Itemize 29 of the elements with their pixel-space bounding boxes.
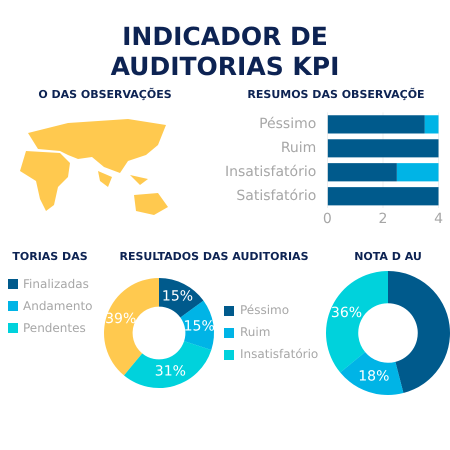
x-tick-label: 2 (378, 211, 388, 228)
x-tick-label: 0 (322, 211, 332, 228)
bar (396, 163, 439, 182)
bar (328, 187, 439, 206)
category-label: Pendentes (23, 321, 86, 336)
y-tick-label: Péssimo (259, 116, 316, 132)
category-label: Finalizadas (23, 277, 89, 292)
y-tick-label: Satisfatório (236, 188, 316, 204)
bar (424, 115, 439, 134)
y-tick-label: Insatisfatório (224, 164, 316, 180)
text: TORIAS DAS (11, 250, 89, 264)
bar (328, 115, 425, 134)
data-label: 15% (162, 288, 194, 305)
chart-title: NOTA D AU (353, 250, 423, 264)
bar (328, 139, 439, 158)
data-label: 39% (105, 311, 136, 328)
data-label: 36% (330, 305, 362, 322)
text: O DAS OBSERVAÇÕES (37, 88, 173, 102)
data-label: 31% (154, 364, 186, 380)
chart-title: RESULTADOS DAS AUDITORIAS (118, 250, 310, 264)
data-label: 18% (358, 368, 390, 384)
text: INDICADOR DE AUDITORIAS KPI (110, 22, 340, 82)
x-tick-label: 4 (434, 211, 444, 228)
legend-label: Ruim (240, 325, 270, 340)
bar (328, 163, 397, 182)
chart-title: RESUMOS DAS OBSERVAÇÕE (246, 88, 426, 102)
data-label: 15% (184, 318, 215, 334)
category-label: Andamento (23, 299, 93, 314)
y-tick-label: Ruim (280, 140, 316, 156)
